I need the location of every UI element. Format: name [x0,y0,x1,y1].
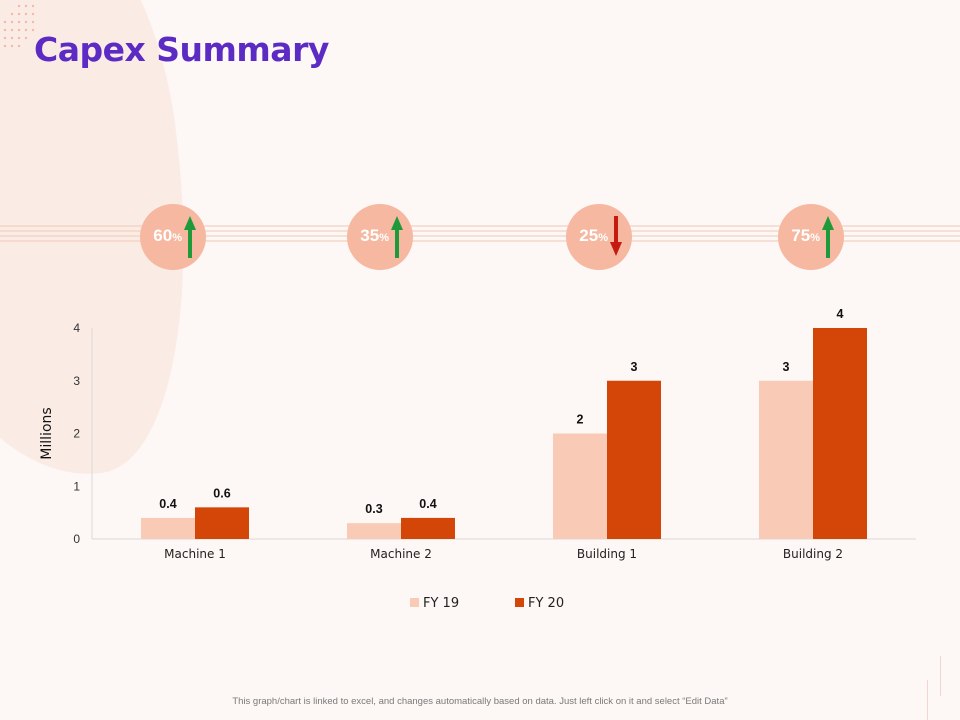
decoration-dot [10,36,14,40]
decoration-dot [3,44,7,48]
legend-swatch [515,598,524,607]
decoration-dot [10,28,14,32]
decoration-dot [17,28,21,32]
decoration-dot [17,36,21,40]
x-tick-label: Building 2 [783,547,843,561]
decoration-dot [17,44,21,48]
data-label: 0.6 [213,486,230,500]
decoration-dot [31,4,35,8]
arrow-up-icon [391,216,403,258]
decoration-dot [24,4,28,8]
x-tick-label: Building 1 [577,547,637,561]
kpi-value: 35% [360,226,389,245]
bar-fy-19 [347,523,401,539]
y-tick-label: 0 [73,532,80,546]
decoration-dot [24,36,28,40]
decoration-dot [31,12,35,16]
y-tick-label: 1 [73,479,80,493]
legend-label: FY 19 [423,596,459,611]
decoration-dot [17,12,21,16]
data-label: 4 [837,307,844,321]
decorative-rule [927,680,928,720]
decoration-dot [10,44,14,48]
decoration-dot [24,12,28,16]
decoration-dot [3,28,7,32]
decorative-rule [940,656,941,696]
page-title: Capex Summary [34,30,329,69]
legend-label: FY 20 [528,596,564,611]
kpi-badge: 35% [347,204,413,270]
y-tick-label: 3 [73,374,80,388]
decoration-dot [10,12,14,16]
footnote: This graph/chart is linked to excel, and… [232,696,728,707]
bar-fy-19 [759,380,813,539]
capex-bar-chart: 0 1 2 3 4 Millions 0.4 0.6 Machine 1 0.3 0.4 Machin… [39,307,916,611]
arrow-down-icon [610,216,622,256]
decoration-dot [10,20,14,24]
data-label: 0.3 [365,502,382,516]
arrow-up-icon [184,216,196,258]
legend-swatch [410,598,419,607]
data-label: 3 [783,360,790,374]
kpi-badge: 75% [778,204,844,270]
data-label: 0.4 [159,497,176,511]
arrow-up-icon [822,216,834,258]
decoration-dot [31,20,35,24]
dot-pattern-decoration [3,4,35,48]
x-tick-label: Machine 2 [370,547,432,561]
decoration-dot [17,20,21,24]
kpi-badge: 25% [566,204,632,270]
decoration-dot [17,4,21,8]
kpi-badge: 60% [140,204,206,270]
data-label: 2 [577,413,584,427]
y-tick-label: 4 [73,321,80,335]
decoration-dot [24,28,28,32]
bar-fy-20 [401,517,455,539]
decoration-dot [3,20,7,24]
decoration-dot [3,36,7,40]
decoration-dot [24,20,28,24]
bar-fy-19 [141,517,195,539]
kpi-value: 60% [153,226,182,245]
data-label: 3 [631,360,638,374]
y-tick-label: 2 [73,427,80,441]
kpi-value: 75% [791,226,820,245]
decoration-dot [31,28,35,32]
bar-fy-19 [553,433,607,539]
bar-fy-20 [607,380,661,539]
bar-fy-20 [195,507,249,539]
bar-fy-20 [813,328,867,539]
kpi-value: 25% [579,226,608,245]
x-tick-label: Machine 1 [164,547,226,561]
data-label: 0.4 [419,497,436,511]
y-axis-title: Millions [39,407,55,459]
